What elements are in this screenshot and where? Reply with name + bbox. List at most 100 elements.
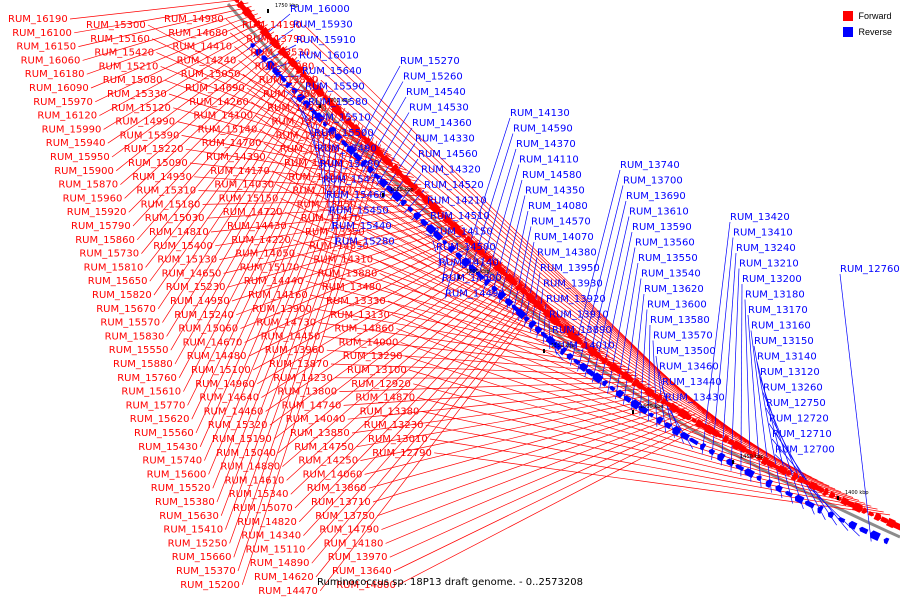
forward-connector: [324, 93, 742, 440]
reverse-gene-label: RUM_13590: [632, 222, 692, 233]
forward-gene-label: RUM_14410: [172, 42, 232, 53]
forward-gene-label: RUM_15740: [142, 456, 202, 467]
forward-gene-label: RUM_14950: [170, 296, 230, 307]
reverse-gene-label: RUM_12750: [766, 398, 826, 409]
reverse-gene-label: RUM_13700: [623, 176, 683, 187]
reverse-connector: [631, 293, 645, 411]
forward-gene-feature: [861, 507, 868, 514]
scale-tick-label: 1550 kbp: [551, 343, 575, 349]
reverse-connector: [518, 241, 535, 321]
forward-gene-feature: [253, 20, 261, 27]
scale-tick-mark: [632, 410, 634, 414]
forward-gene-label: RUM_14790: [319, 525, 379, 536]
reverse-gene-label: RUM_13440: [662, 377, 722, 388]
forward-connector: [307, 291, 535, 550]
reverse-gene-label: RUM_15640: [302, 66, 362, 77]
reverse-gene-label: RUM_12700: [775, 445, 835, 456]
reverse-gene-feature: [285, 81, 293, 89]
forward-connector: [408, 369, 854, 498]
forward-gene-label: RUM_14180: [324, 538, 384, 549]
forward-connector: [413, 383, 860, 501]
forward-gene-label: RUM_15210: [99, 61, 159, 72]
forward-gene-label: RUM_15100: [191, 365, 251, 376]
forward-gene-feature: [291, 61, 301, 71]
reverse-gene-label: RUM_13500: [656, 346, 716, 357]
forward-connector: [115, 38, 281, 172]
legend-reverse: Reverse: [843, 24, 892, 40]
reverse-gene-label: RUM_15930: [293, 20, 353, 31]
forward-gene-label: RUM_15110: [246, 544, 306, 555]
reverse-connector: [524, 257, 538, 327]
forward-gene-feature: [867, 511, 875, 517]
forward-gene-label: RUM_13900: [252, 304, 312, 315]
reverse-gene-label: RUM_13550: [638, 253, 698, 264]
reverse-gene-label: RUM_14350: [525, 186, 585, 197]
forward-gene-label: RUM_15600: [147, 469, 207, 480]
reverse-gene-label: RUM_13740: [620, 160, 680, 171]
scale-tick-mark: [267, 9, 269, 13]
forward-gene-label: RUM_15430: [138, 442, 198, 453]
forward-gene-label: RUM_15050: [181, 69, 241, 80]
reverse-gene-label: RUM_15460: [326, 190, 386, 201]
forward-gene-feature: [873, 512, 882, 522]
forward-gene-label: RUM_14860: [334, 324, 394, 335]
forward-connector: [305, 280, 614, 359]
reverse-gene-feature: [744, 468, 755, 479]
forward-gene-label: RUM_13880: [318, 268, 378, 279]
reverse-connector: [397, 174, 422, 207]
reverse-gene-label: RUM_14070: [534, 232, 594, 243]
reverse-gene-label: RUM_15490: [317, 144, 377, 155]
reverse-label: Reverse: [858, 27, 892, 37]
forward-gene-label: RUM_13330: [326, 296, 386, 307]
forward-gene-label: RUM_14750: [294, 442, 354, 453]
forward-connector: [398, 421, 711, 586]
reverse-connector: [277, 83, 306, 92]
forward-connector: [297, 253, 606, 353]
reverse-connector: [441, 254, 448, 284]
forward-gene-label: RUM_15970: [33, 97, 93, 108]
reverse-gene-label: RUM_13690: [626, 191, 686, 202]
reverse-gene-feature: [630, 399, 641, 410]
forward-gene-label: RUM_14290: [292, 186, 352, 197]
reverse-connector: [554, 350, 564, 361]
reverse-gene-label: RUM_14010: [555, 341, 615, 352]
reverse-gene-label: RUM_14490: [445, 289, 505, 300]
forward-gene-label: RUM_15950: [50, 152, 110, 163]
forward-gene-feature: [343, 117, 352, 125]
forward-gene-label: RUM_15180: [141, 199, 201, 210]
reverse-gene-feature: [827, 511, 835, 519]
reverse-connector: [548, 319, 551, 350]
forward-connector: [356, 392, 664, 448]
forward-gene-label: RUM_13960: [265, 345, 325, 356]
reverse-gene-label: RUM_15270: [400, 56, 460, 67]
forward-connector: [103, 27, 271, 130]
forward-gene-label: RUM_14310: [313, 255, 373, 266]
reverse-connector: [491, 179, 523, 296]
forward-gene-label: RUM_14190: [242, 20, 302, 31]
forward-gene-label: RUM_15620: [130, 414, 190, 425]
forward-gene-feature: [649, 390, 659, 400]
forward-gene-label: RUM_15040: [216, 448, 276, 459]
reverse-gene-feature: [870, 530, 881, 542]
forward-gene-label: RUM_15940: [46, 138, 106, 149]
forward-gene-feature: [380, 154, 392, 166]
forward-connector: [145, 64, 305, 268]
forward-gene-label: RUM_15160: [90, 34, 150, 45]
forward-connector: [170, 86, 325, 351]
forward-gene-feature: [363, 137, 371, 145]
reverse-gene-feature: [592, 372, 604, 384]
forward-gene-feature: [665, 401, 673, 408]
forward-connector: [210, 206, 444, 233]
forward-gene-feature: [418, 192, 426, 199]
reverse-gene-feature: [468, 264, 478, 274]
forward-connector: [231, 224, 464, 302]
reverse-gene-feature: [420, 219, 429, 227]
reverse-gene-feature: [534, 326, 543, 334]
forward-gene-feature: [852, 502, 863, 513]
forward-connector: [298, 284, 527, 523]
reverse-gene-label: RUM_15510: [311, 113, 371, 124]
forward-connector: [111, 35, 278, 158]
reverse-gene-label: RUM_16000: [290, 4, 350, 15]
reverse-gene-label: RUM_12760: [840, 264, 900, 275]
